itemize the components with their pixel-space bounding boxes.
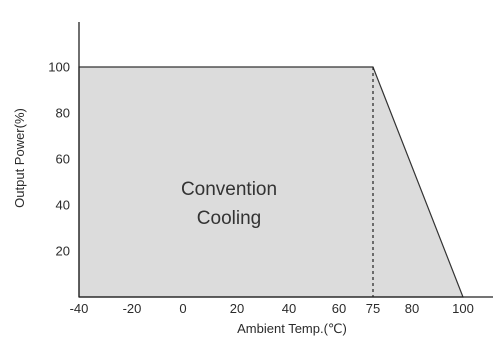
x-tick-label: 75 — [366, 301, 380, 316]
x-tick-label: 0 — [179, 301, 186, 316]
x-axis-title: Ambient Temp.(℃) — [237, 321, 347, 336]
x-tick-label: 100 — [452, 301, 474, 316]
x-tick-label: -40 — [70, 301, 89, 316]
y-tick-label: 80 — [56, 106, 70, 121]
y-tick-label: 40 — [56, 198, 70, 213]
y-axis-title: Output Power(%) — [12, 108, 27, 208]
x-tick-label: -20 — [123, 301, 142, 316]
region-label-line-1: Convention — [181, 179, 277, 200]
x-tick-labels: -40 -20 0 20 40 60 75 80 100 — [70, 301, 474, 316]
y-tick-label: 60 — [56, 152, 70, 167]
x-tick-label: 80 — [405, 301, 419, 316]
y-tick-labels: 20 40 60 80 100 — [48, 60, 70, 259]
y-tick-label: 20 — [56, 244, 70, 259]
region-label-line-2: Cooling — [197, 208, 261, 229]
x-tick-label: 40 — [282, 301, 296, 316]
x-tick-label: 60 — [332, 301, 346, 316]
y-tick-label: 100 — [48, 60, 70, 75]
x-tick-label: 20 — [230, 301, 244, 316]
